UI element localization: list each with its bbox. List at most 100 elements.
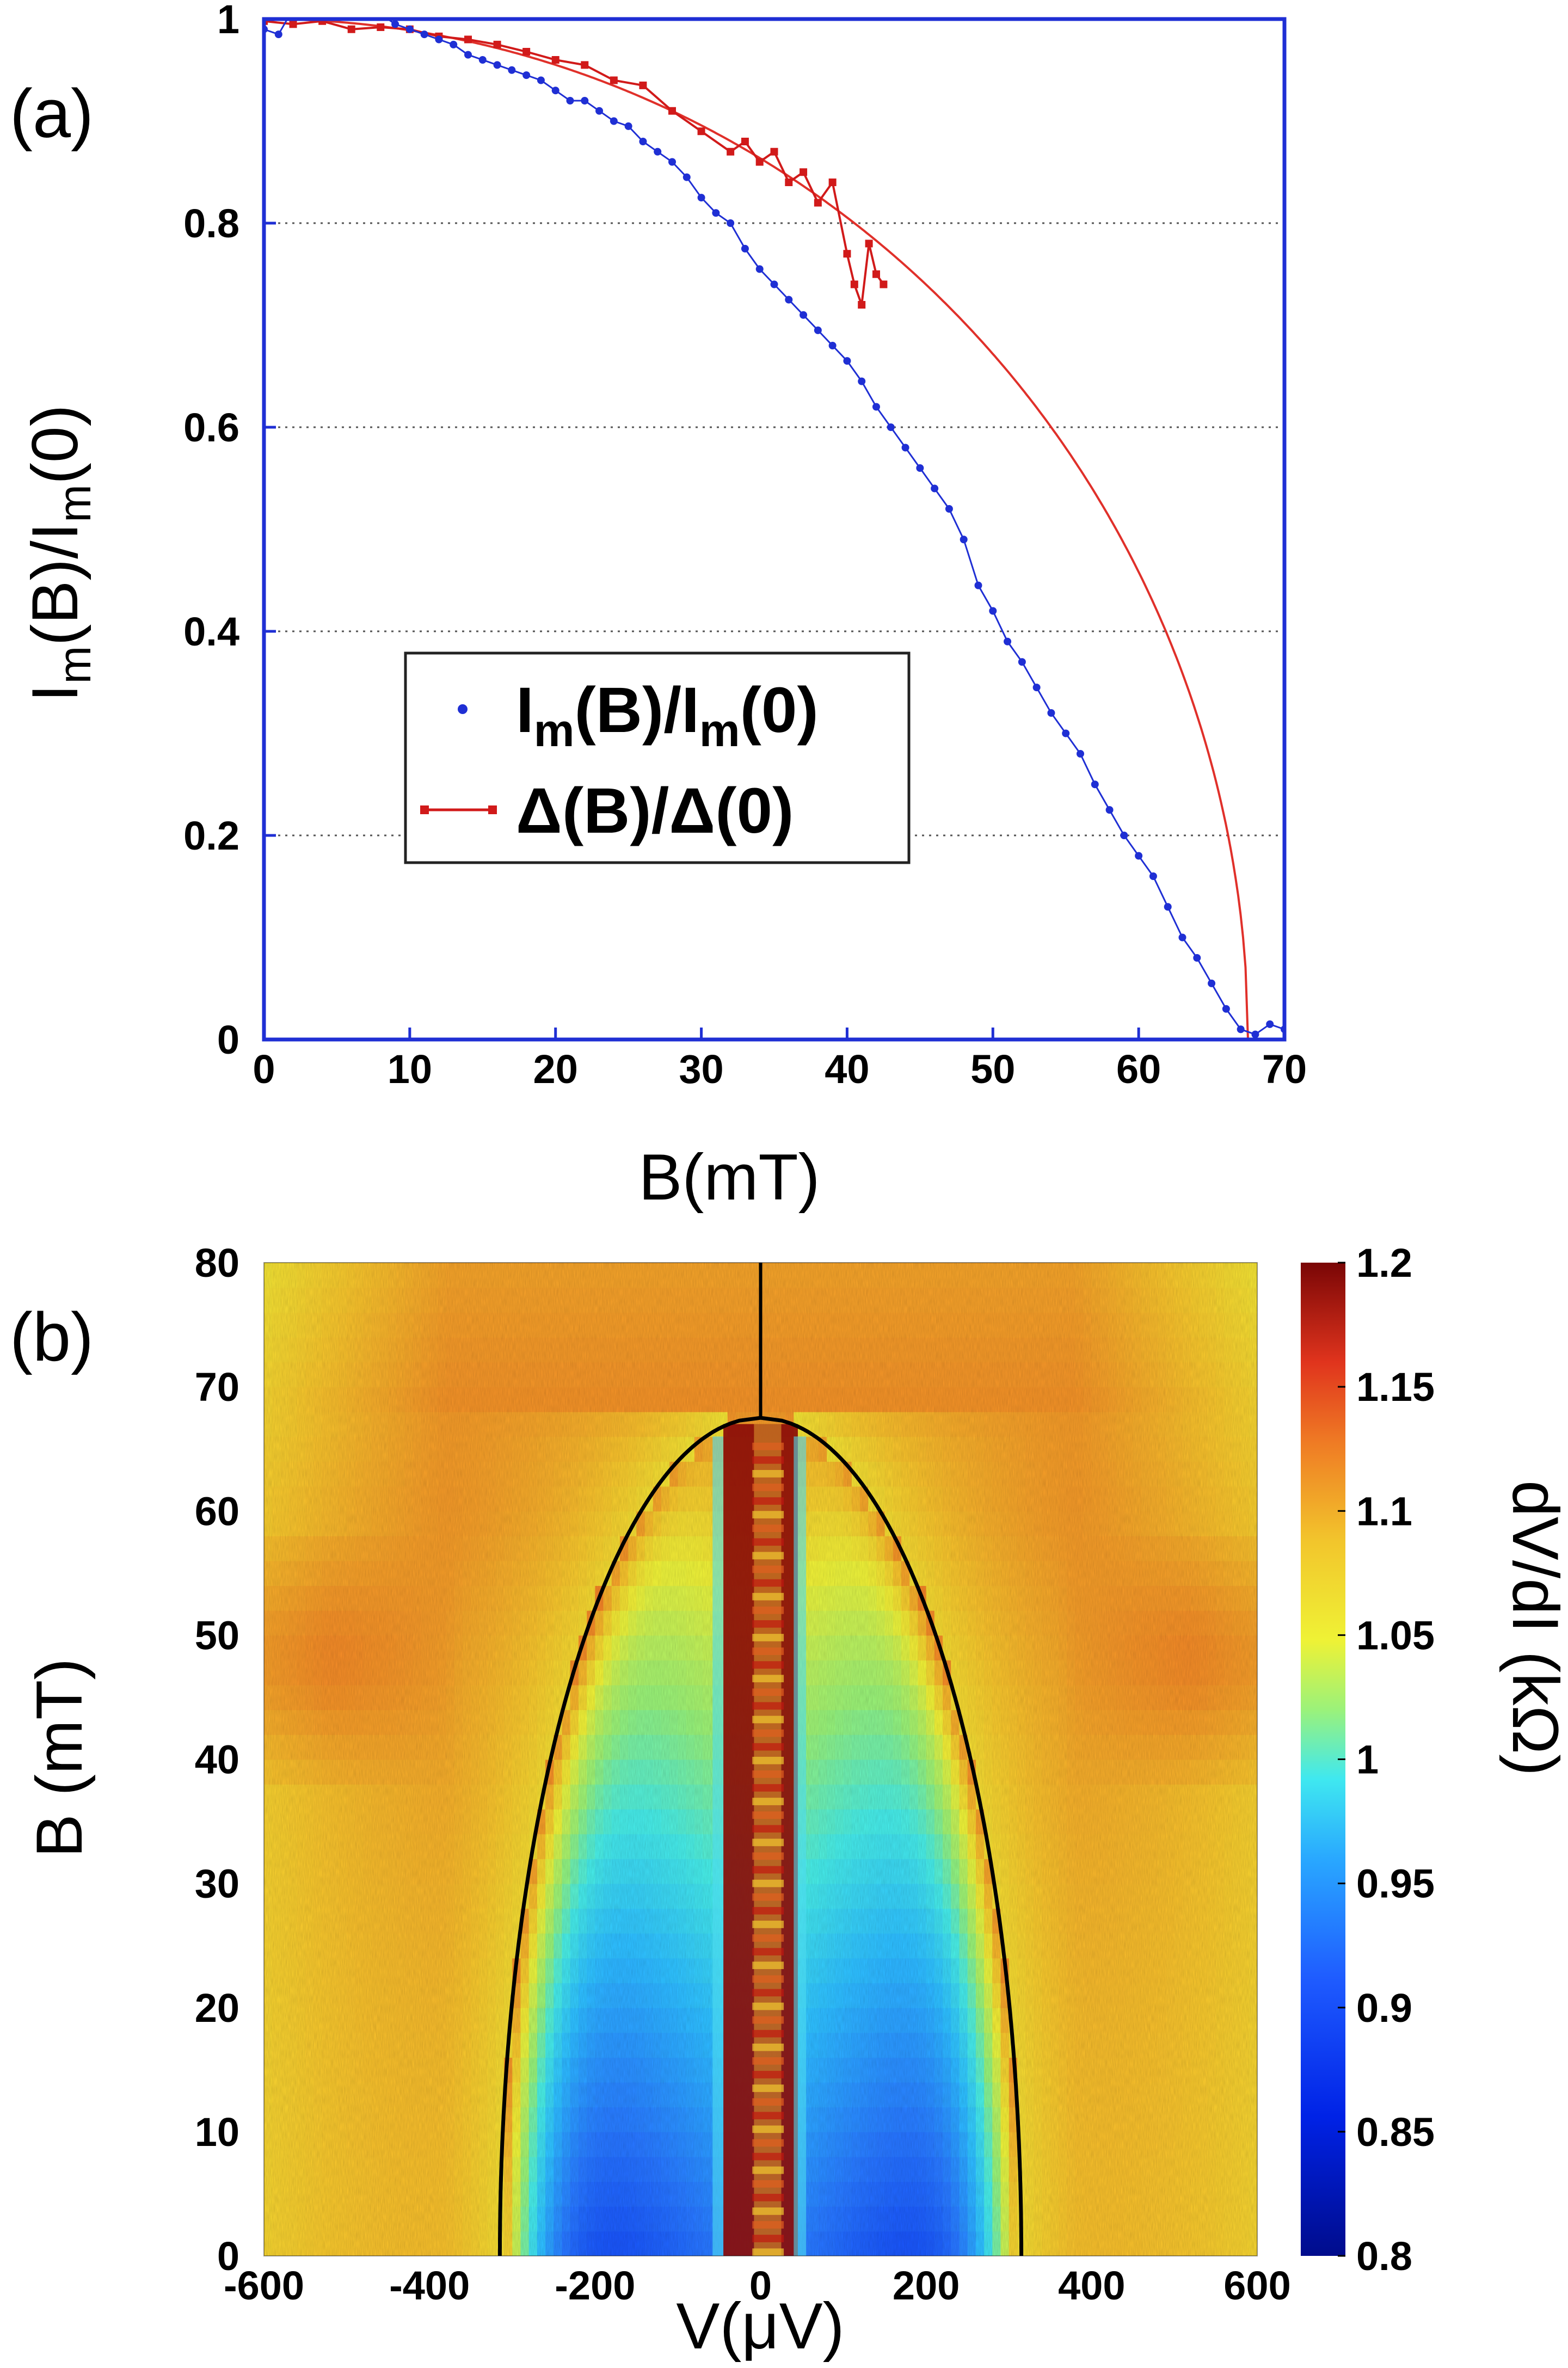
im-point [712, 209, 720, 217]
zbp-stripe [752, 1879, 784, 1887]
gap-point [800, 168, 808, 176]
im-point [362, 5, 370, 13]
im-point [697, 194, 705, 202]
gap-point [639, 81, 647, 89]
im-point [1193, 954, 1201, 962]
zbp-stripe [752, 2057, 784, 2065]
im-point [348, 5, 355, 13]
zbp-stripe [752, 1921, 784, 1928]
im-point [872, 403, 880, 411]
zbp-stripe [752, 2029, 784, 2038]
im-point [478, 56, 487, 64]
zbp-stripe [752, 2139, 784, 2147]
im-point [639, 138, 647, 145]
y-tick-label: 1 [217, 0, 239, 42]
legend-red-marker-left [420, 805, 429, 814]
im-point [828, 342, 837, 349]
gap-point [850, 280, 858, 288]
im-point [1004, 637, 1012, 645]
zbp-stripe [752, 1893, 784, 1901]
im-point [1208, 979, 1216, 987]
zbp-stripe [752, 1825, 784, 1833]
gap-point [814, 199, 822, 207]
im-point [1018, 658, 1026, 666]
im-point [1120, 832, 1128, 839]
im-point [274, 30, 282, 39]
zbp-stripe [752, 1961, 784, 1970]
im-point [1091, 780, 1099, 789]
zbp-stripe [752, 2235, 784, 2242]
im-point [887, 423, 895, 431]
gap-point [610, 76, 618, 84]
zbp-stripe [752, 2248, 784, 2256]
gap-point [377, 23, 385, 31]
im-point [522, 71, 531, 79]
y-tick-label: 0.8 [183, 201, 239, 246]
zbp-stripe [752, 1852, 784, 1860]
gap-point [843, 250, 851, 258]
im-point [727, 219, 735, 227]
zbp-stripe [752, 2221, 784, 2229]
im-point [843, 357, 851, 365]
im-point [960, 536, 968, 544]
im-point [1135, 852, 1143, 860]
gap-point [581, 61, 589, 69]
im-point [537, 76, 545, 84]
im-point [566, 97, 574, 104]
zbp-stripe [752, 1811, 784, 1819]
panel-a-gap-fit [264, 19, 1249, 1040]
zbp-stripe [752, 1975, 784, 1983]
legend-box [404, 651, 911, 864]
zbp-stripe [752, 1934, 784, 1942]
gap-point [522, 48, 531, 56]
zbp-stripe [752, 2166, 784, 2174]
legend-blue-marker [458, 704, 468, 714]
gap-point [464, 35, 472, 44]
im-point [377, 10, 384, 18]
panel-a-gap-series [264, 19, 888, 309]
im-point [1164, 903, 1172, 911]
im-point [755, 265, 764, 273]
panel-a-xlabel: B(mT) [638, 1141, 820, 1214]
im-point [493, 61, 501, 69]
x-tick-label: 50 [970, 1047, 1015, 1092]
im-point [290, 5, 297, 13]
im-point [1237, 1025, 1245, 1034]
im-point [333, 10, 341, 18]
gap-fit-curve [264, 19, 1249, 1040]
gap-point [741, 138, 749, 145]
gap-point [668, 107, 676, 115]
im-point [391, 20, 399, 28]
im-series-line [264, 19, 1284, 1036]
x-tick-label: 20 [533, 1047, 578, 1092]
x-tick-label: 10 [388, 1047, 432, 1092]
im-point [610, 117, 618, 125]
zbp-stripe [752, 1948, 784, 1955]
zbp-stripe [752, 2152, 784, 2161]
zbp-stripe [752, 1866, 784, 1874]
im-point [858, 377, 866, 385]
im-point [682, 173, 691, 181]
im-point [1149, 872, 1157, 880]
im-point [1105, 806, 1114, 814]
y-tick-label: 0 [217, 1017, 239, 1062]
gap-point [865, 239, 873, 248]
zbp-stripe [752, 2084, 784, 2092]
gap-point [755, 158, 764, 166]
zbp-stripe [752, 1756, 784, 1764]
zbp-stripe [752, 1838, 784, 1847]
im-point [1251, 1030, 1259, 1038]
zbp-stripe [752, 2002, 784, 2010]
im-point [318, 10, 326, 18]
zbp-stripe [752, 2016, 784, 2024]
zbp-stripe [752, 1784, 784, 1792]
panel-a-im-series [264, 5, 1284, 1038]
zbp-stripe [752, 2180, 784, 2188]
im-point [450, 40, 458, 48]
gap-point [828, 179, 837, 186]
legend-red-marker-right [488, 805, 497, 814]
im-point [785, 296, 793, 304]
im-point [581, 97, 589, 104]
